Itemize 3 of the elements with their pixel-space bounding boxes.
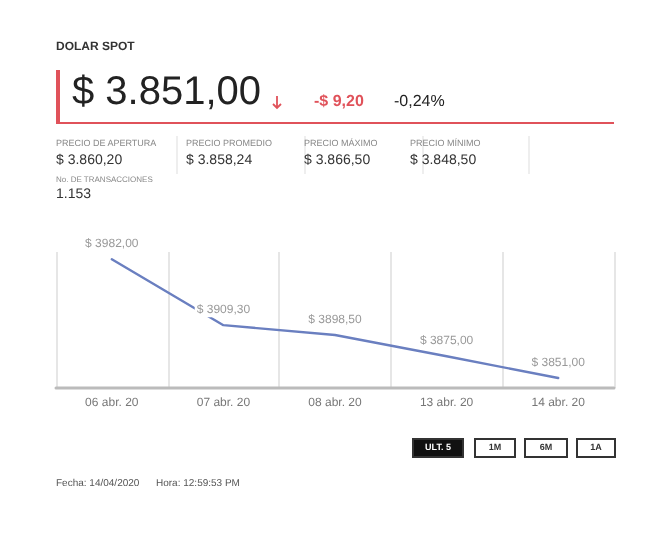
text: $ 3.851,00 xyxy=(72,70,262,116)
text: -0,24% xyxy=(394,92,445,110)
text: -$ 9,20 xyxy=(314,92,364,110)
